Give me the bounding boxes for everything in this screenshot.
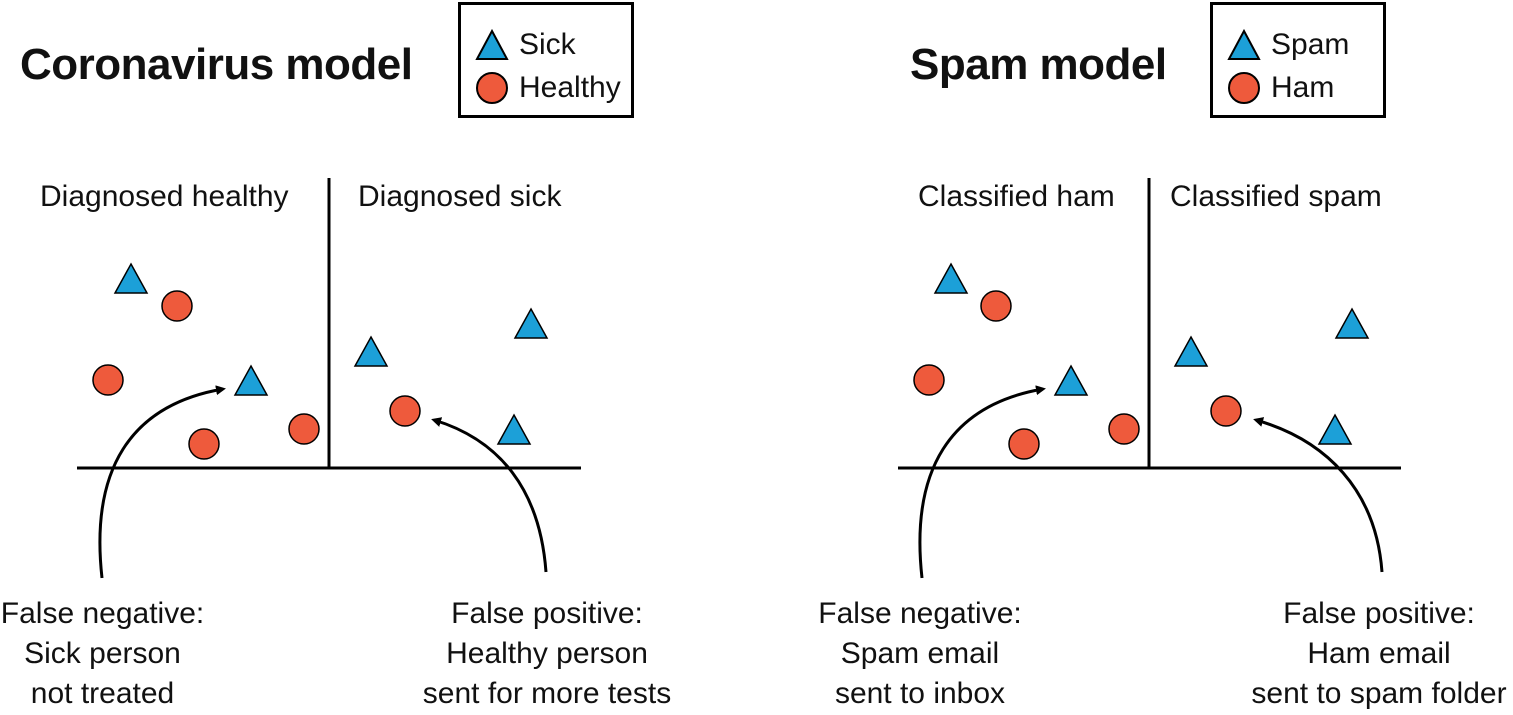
- right-region-label: Diagnosed sick: [358, 180, 562, 213]
- panel-title: Spam model: [910, 40, 1167, 89]
- false-negative-point: [233, 364, 269, 396]
- caption-line: not treated: [30, 677, 175, 710]
- positive-point: [353, 335, 389, 367]
- caption-line: Healthy person: [446, 637, 648, 670]
- caption-line: Spam email: [840, 637, 1000, 670]
- classification-plot: [77, 178, 581, 579]
- caption-line: sent to spam folder: [1251, 677, 1507, 710]
- positive-point: [513, 307, 549, 339]
- negative-point: [92, 364, 124, 396]
- false-negative-caption: False negative: Sick person not treated: [0, 594, 205, 714]
- positive-point: [496, 413, 532, 445]
- legend-label: Healthy: [519, 71, 621, 104]
- caption-line: sent for more tests: [422, 677, 672, 710]
- false-positive-point: [1210, 395, 1242, 427]
- caption-line: False negative:: [0, 597, 205, 630]
- false-negative-arrow: [98, 385, 226, 579]
- negative-point: [188, 428, 220, 460]
- negative-point: [913, 364, 945, 396]
- triangle-icon: [475, 29, 509, 60]
- legend: Spam Ham: [1210, 2, 1386, 118]
- legend-item-positive: Sick: [475, 25, 576, 65]
- left-region-label: Classified ham: [918, 180, 1115, 213]
- negative-point: [161, 290, 193, 322]
- right-region-label: Classified spam: [1170, 180, 1382, 213]
- false-negative-arrow: [918, 385, 1046, 579]
- legend-item-negative: Healthy: [475, 68, 621, 108]
- caption-line: Sick person: [24, 637, 181, 670]
- false-positive-arrow: [431, 417, 548, 573]
- positive-point: [933, 262, 969, 294]
- circle-icon: [1228, 72, 1260, 104]
- legend-item-positive: Spam: [1227, 25, 1349, 65]
- negative-point: [288, 413, 320, 445]
- false-positive-caption: False positive: Healthy person sent for …: [410, 594, 684, 714]
- false-positive-arrow: [1253, 417, 1384, 573]
- positive-point: [1317, 413, 1353, 445]
- classification-plot: [898, 178, 1401, 579]
- false-positive-caption: False positive: Ham email sent to spam f…: [1238, 594, 1513, 714]
- false-negative-point: [1053, 364, 1089, 396]
- triangle-icon: [1227, 29, 1261, 60]
- false-negative-caption: False negative: Spam email sent to inbox: [810, 594, 1030, 714]
- circle-icon: [476, 72, 508, 104]
- coronavirus-panel: Coronavirus model Sick Healthy Diagnosed…: [0, 2, 684, 714]
- caption-line: Ham email: [1307, 637, 1451, 670]
- legend: Sick Healthy: [458, 2, 634, 118]
- false-positive-point: [389, 395, 421, 427]
- legend-label: Ham: [1271, 71, 1335, 104]
- negative-point: [1108, 413, 1140, 445]
- legend-item-negative: Ham: [1227, 68, 1334, 108]
- caption-line: False negative:: [818, 597, 1022, 630]
- positive-point: [1173, 335, 1209, 367]
- legend-label: Spam: [1271, 28, 1350, 61]
- caption-line: False positive:: [1283, 597, 1475, 630]
- positive-point: [1334, 307, 1370, 339]
- spam-panel: Spam model Spam Ham Classified ham Class…: [760, 0, 1513, 715]
- negative-point: [980, 290, 1012, 322]
- positive-point: [113, 262, 149, 294]
- left-region-label: Diagnosed healthy: [40, 180, 289, 213]
- caption-line: False positive:: [451, 597, 643, 630]
- legend-label: Sick: [519, 28, 576, 61]
- negative-point: [1008, 428, 1040, 460]
- panel-title: Coronavirus model: [20, 40, 413, 89]
- caption-line: sent to inbox: [834, 677, 1006, 710]
